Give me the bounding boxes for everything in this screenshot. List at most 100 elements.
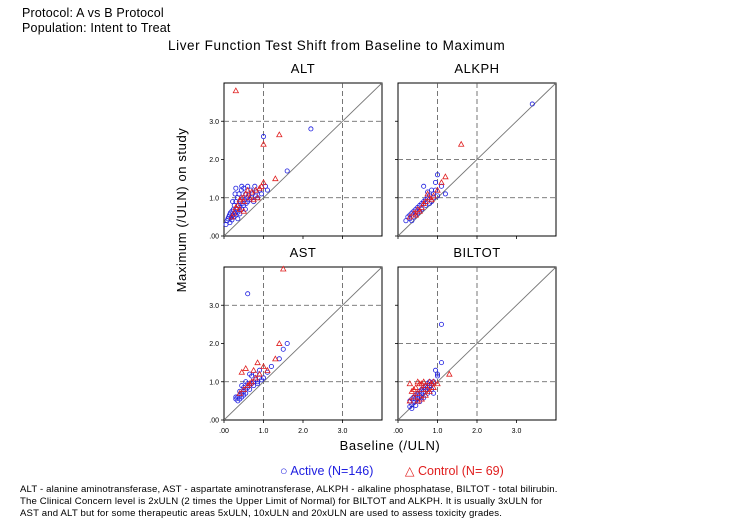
protocol-header: Protocol: A vs B Protocol: [22, 6, 164, 20]
data-point-active: [257, 367, 263, 373]
data-point-control: [260, 363, 267, 369]
data-point-control: [424, 190, 431, 197]
data-point-active: [284, 340, 290, 346]
panel-title: ALT: [291, 61, 315, 76]
y-axis-label: Maximum (/ULN) on study: [174, 128, 189, 293]
data-point-control: [438, 179, 445, 185]
identity-diagonal-line: [223, 82, 383, 237]
data-point-control: [236, 389, 244, 396]
data-point-control: [430, 384, 437, 390]
data-point-control: [428, 380, 435, 387]
data-point-active: [284, 168, 290, 174]
data-point-control: [230, 209, 238, 216]
data-point-active: [529, 101, 535, 107]
data-point-control: [244, 186, 251, 193]
data-point-control: [279, 265, 287, 272]
x-tick-label: 3.0: [512, 428, 522, 435]
data-point-active: [243, 379, 249, 385]
data-point-active: [245, 291, 251, 297]
data-point-active: [433, 367, 439, 373]
data-point-active: [260, 134, 266, 140]
data-point-active: [434, 172, 440, 178]
data-point-control: [276, 131, 283, 138]
data-point-control: [406, 380, 414, 387]
data-point-control: [434, 380, 441, 387]
data-point-active: [233, 185, 239, 191]
x-tick-label: 1.0: [259, 428, 269, 435]
data-point-control: [254, 194, 261, 201]
data-point-control: [430, 378, 437, 385]
data-point-control: [244, 382, 251, 389]
identity-diagonal-line: [223, 266, 383, 421]
data-point-active: [433, 179, 439, 185]
data-point-control: [232, 87, 240, 94]
data-point-active: [268, 363, 274, 369]
data-point-active: [247, 371, 253, 377]
data-point-control: [276, 340, 283, 346]
y-tick-label: .00: [209, 234, 219, 241]
data-point-control: [272, 175, 279, 182]
x-tick-label: .00: [219, 428, 229, 435]
data-point-active: [409, 406, 415, 412]
data-point-control: [228, 213, 236, 220]
data-point-active: [421, 183, 427, 189]
data-point-control: [428, 196, 435, 203]
data-point-active: [237, 211, 243, 217]
data-point-control: [252, 374, 259, 381]
panel-alkph: ALKPH: [395, 61, 557, 239]
data-point-control: [250, 366, 257, 373]
x-tick-label: 3.0: [338, 428, 348, 435]
data-point-active: [434, 373, 440, 379]
footnote: ALT - alanine aminotransferase, AST - as…: [20, 484, 740, 521]
data-point-active: [429, 187, 435, 193]
data-point-active: [235, 216, 241, 222]
data-point-active: [264, 187, 270, 193]
data-point-active: [434, 371, 440, 377]
data-point-control: [254, 359, 261, 366]
data-point-active: [237, 396, 243, 402]
identity-diagonal-line: [397, 82, 557, 237]
data-point-control: [414, 389, 422, 396]
y-tick-label: 3.0: [209, 119, 219, 126]
y-tick-label: 2.0: [209, 157, 219, 164]
data-point-control: [246, 380, 253, 387]
legend-active: ○ Active (N=146): [280, 464, 373, 478]
legend-control: △ Control (N= 69): [405, 464, 504, 478]
y-tick-label: .00: [209, 418, 219, 425]
x-axis-label: Baseline (/ULN): [340, 438, 441, 453]
data-point-control: [418, 203, 425, 210]
data-point-active: [413, 402, 419, 408]
data-point-control: [442, 173, 449, 180]
data-point-active: [438, 321, 444, 327]
data-point-active: [233, 394, 239, 400]
data-point-control: [418, 395, 425, 402]
footnote-line: AST and ALT but for some therapeutic are…: [20, 508, 503, 520]
data-point-active: [280, 346, 286, 352]
data-point-control: [446, 370, 453, 377]
data-point-control: [406, 213, 414, 220]
x-tick-label: 1.0: [433, 428, 443, 435]
data-point-control: [422, 391, 429, 398]
data-point-active: [260, 375, 266, 381]
panel-title: ALKPH: [454, 61, 499, 76]
panel-title: BILTOT: [453, 245, 500, 260]
data-point-control: [258, 182, 265, 189]
legend-active-label: Active (N=146): [290, 464, 374, 478]
data-point-active: [255, 381, 261, 387]
panel-biltot: BILTOT .00 1.0 2.0 3.0: [393, 245, 557, 435]
data-point-control: [240, 385, 248, 392]
data-point-control: [242, 190, 250, 197]
data-point-active: [403, 218, 409, 224]
data-point-control: [420, 200, 427, 206]
data-point-active: [425, 189, 431, 195]
data-point-control: [410, 385, 418, 392]
y-tick-label: 1.0: [209, 379, 219, 386]
population-header: Population: Intent to Treat: [22, 21, 171, 35]
data-point-control: [406, 397, 414, 404]
data-point-active: [239, 383, 245, 389]
data-point-active: [442, 191, 448, 197]
data-point-control: [256, 184, 263, 191]
data-point-control: [272, 355, 279, 362]
x-tick-label: 2.0: [472, 428, 482, 435]
